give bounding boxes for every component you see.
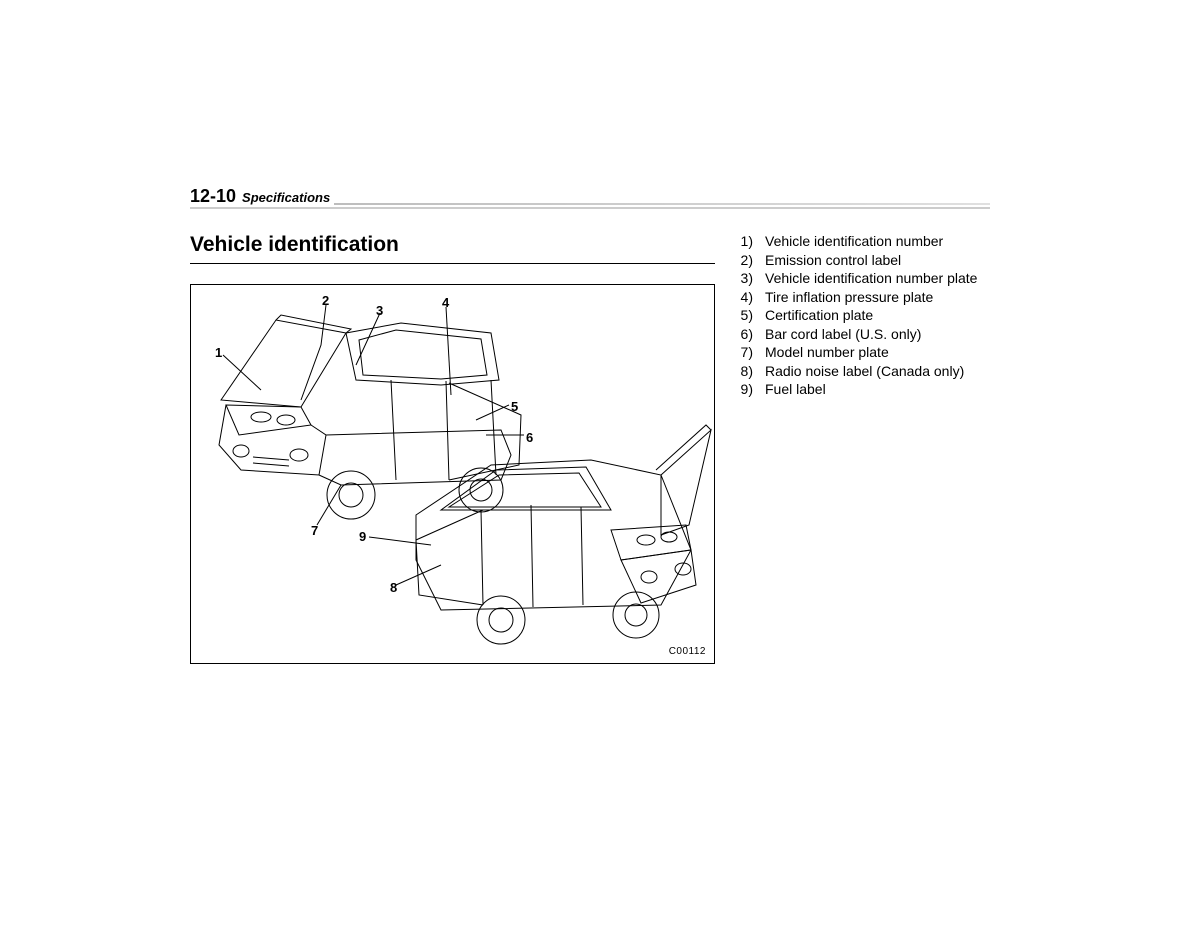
- legend-num: 9): [735, 381, 753, 399]
- legend-item: 4) Tire inflation pressure plate: [735, 289, 990, 307]
- legend-list: 1) Vehicle identification number 2) Emis…: [735, 233, 990, 400]
- legend-item: 2) Emission control label: [735, 252, 990, 270]
- legend-num: 3): [735, 270, 753, 288]
- legend-text: Vehicle identification number: [765, 233, 943, 251]
- legend-num: 7): [735, 344, 753, 362]
- callout-6: 6: [526, 430, 533, 445]
- legend-text: Model number plate: [765, 344, 889, 362]
- callout-8: 8: [390, 580, 397, 595]
- vehicle-svg: [191, 285, 716, 665]
- legend-text: Fuel label: [765, 381, 826, 399]
- legend-item: 3) Vehicle identification number plate: [735, 270, 990, 288]
- legend-num: 8): [735, 363, 753, 381]
- legend-item: 9) Fuel label: [735, 381, 990, 399]
- callout-2: 2: [322, 293, 329, 308]
- legend-item: 1) Vehicle identification number: [735, 233, 990, 251]
- header-rule: [334, 203, 990, 205]
- legend-num: 1): [735, 233, 753, 251]
- legend-text: Tire inflation pressure plate: [765, 289, 933, 307]
- content-row: Vehicle identification: [190, 233, 990, 664]
- page-header: 12-10 Specifications: [190, 186, 990, 209]
- section-title: Vehicle identification: [190, 233, 715, 264]
- section-name: Specifications: [242, 190, 330, 205]
- legend-num: 6): [735, 326, 753, 344]
- callout-5: 5: [511, 399, 518, 414]
- legend-num: 5): [735, 307, 753, 325]
- legend-item: 8) Radio noise label (Canada only): [735, 363, 990, 381]
- legend-item: 7) Model number plate: [735, 344, 990, 362]
- callout-9: 9: [359, 529, 366, 544]
- manual-page: 12-10 Specifications Vehicle identificat…: [190, 186, 990, 664]
- callout-7: 7: [311, 523, 318, 538]
- left-column: Vehicle identification: [190, 233, 715, 664]
- callout-3: 3: [376, 303, 383, 318]
- legend-text: Radio noise label (Canada only): [765, 363, 964, 381]
- callout-4: 4: [442, 295, 449, 310]
- legend-item: 6) Bar cord label (U.S. only): [735, 326, 990, 344]
- page-number: 12-10: [190, 186, 236, 207]
- legend-num: 2): [735, 252, 753, 270]
- vehicle-diagram: 1 2 3 4 5 6 7 8 9 C00112: [190, 284, 715, 664]
- legend-text: Emission control label: [765, 252, 901, 270]
- legend-text: Bar cord label (U.S. only): [765, 326, 921, 344]
- legend-text: Vehicle identification number plate: [765, 270, 977, 288]
- legend-text: Certification plate: [765, 307, 873, 325]
- legend-item: 5) Certification plate: [735, 307, 990, 325]
- callout-1: 1: [215, 345, 222, 360]
- figure-code: C00112: [669, 646, 706, 657]
- legend-num: 4): [735, 289, 753, 307]
